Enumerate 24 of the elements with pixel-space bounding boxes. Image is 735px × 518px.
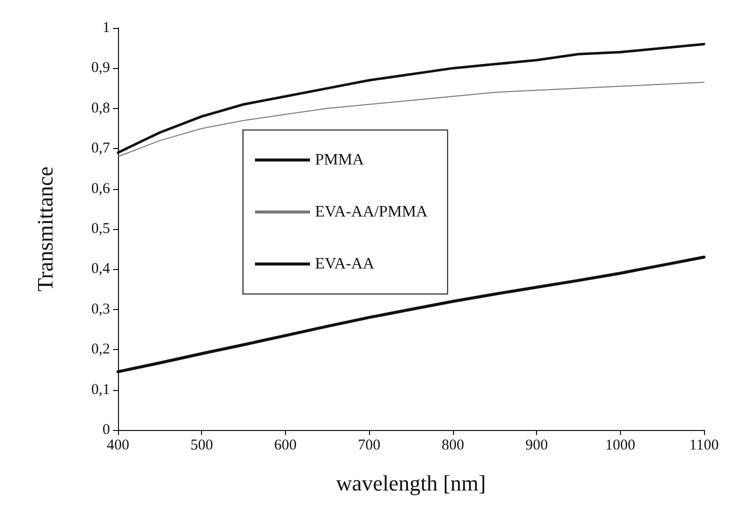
y-tick-label: 0,4 — [91, 261, 110, 278]
y-axis-title: Transmittance — [32, 166, 58, 292]
y-tick-label: 0,8 — [91, 100, 110, 116]
y-tick-label: 0 — [102, 422, 110, 438]
y-tick-label: 0,3 — [91, 301, 110, 318]
y-tick-label: 0,1 — [91, 382, 110, 398]
x-tick-label: 1100 — [689, 438, 719, 454]
y-tick-label: 1 — [102, 20, 110, 36]
y-tick-label: 0,9 — [91, 60, 110, 76]
x-tick-label: 900 — [525, 438, 548, 454]
y-tick-label: 0,2 — [91, 342, 110, 358]
x-tick-label: 600 — [274, 438, 297, 454]
y-tick-label: 0,7 — [91, 140, 110, 157]
y-tick-label: 0,5 — [91, 221, 110, 237]
legend-label: EVA-AA — [315, 256, 375, 272]
x-tick-label: 700 — [358, 438, 380, 454]
y-tick-label: 0,6 — [91, 180, 110, 197]
x-tick-label: 500 — [190, 438, 213, 454]
legend-label: EVA-AA/PMMA — [315, 204, 428, 220]
x-tick-label: 1000 — [605, 438, 636, 454]
x-tick-label: 800 — [442, 438, 464, 454]
x-axis-title: wavelength [nm] — [336, 470, 486, 496]
x-tick-label: 400 — [106, 438, 130, 454]
legend-label: PMMA — [315, 152, 364, 168]
